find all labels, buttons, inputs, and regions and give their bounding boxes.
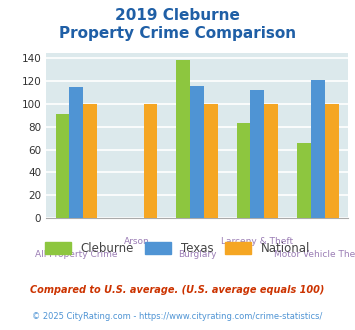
Bar bbox=[176, 60, 190, 218]
Legend: Cleburne, Texas, National: Cleburne, Texas, National bbox=[40, 237, 315, 260]
Bar bbox=[311, 80, 325, 218]
Text: Burglary: Burglary bbox=[178, 250, 216, 259]
Bar bbox=[325, 104, 339, 218]
Bar bbox=[83, 104, 97, 218]
Text: Arson: Arson bbox=[124, 237, 149, 246]
Bar bbox=[190, 86, 204, 218]
Bar bbox=[264, 104, 278, 218]
Text: All Property Crime: All Property Crime bbox=[35, 250, 118, 259]
Text: © 2025 CityRating.com - https://www.cityrating.com/crime-statistics/: © 2025 CityRating.com - https://www.city… bbox=[32, 312, 323, 321]
Bar bbox=[69, 87, 83, 218]
Bar bbox=[55, 114, 69, 218]
Bar bbox=[250, 90, 264, 218]
Bar bbox=[297, 143, 311, 218]
Bar bbox=[144, 104, 158, 218]
Text: Larceny & Theft: Larceny & Theft bbox=[221, 237, 294, 246]
Text: 2019 Cleburne: 2019 Cleburne bbox=[115, 8, 240, 23]
Text: Motor Vehicle Theft: Motor Vehicle Theft bbox=[274, 250, 355, 259]
Text: Property Crime Comparison: Property Crime Comparison bbox=[59, 26, 296, 41]
Bar bbox=[204, 104, 218, 218]
Text: Compared to U.S. average. (U.S. average equals 100): Compared to U.S. average. (U.S. average … bbox=[30, 285, 325, 295]
Bar bbox=[236, 123, 250, 218]
